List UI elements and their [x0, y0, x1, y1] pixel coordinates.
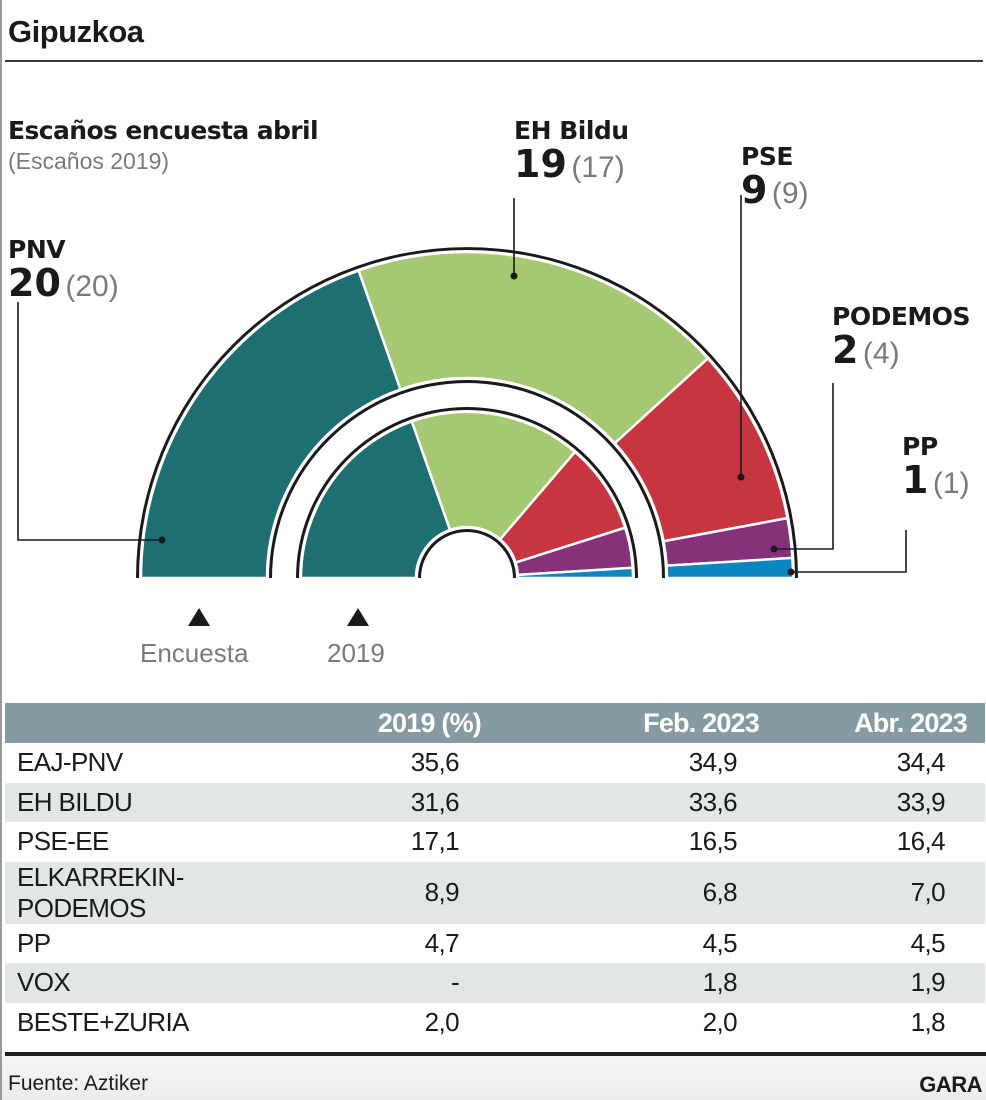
table-cell-party: BESTE+ZURIA	[17, 1006, 189, 1037]
party-seats-2019: (20)	[65, 270, 119, 303]
table-cell-value: 2,0	[702, 1006, 738, 1037]
table-row: ELKARREKIN-PODEMOS 8,9 6,8 7,0	[5, 861, 985, 924]
seat-segment-eh-bildu	[410, 410, 577, 542]
table-cell-value: 16,5	[688, 826, 738, 857]
leader-dot-eh-bildu	[510, 272, 518, 280]
table-header	[5, 703, 301, 743]
table-row: VOX -1,8 1,9	[5, 963, 985, 1003]
ring-label-2019: 2019	[327, 638, 385, 668]
party-seats: 19	[514, 142, 567, 186]
seat-segment-pp	[665, 556, 795, 580]
leader-line-pp	[791, 530, 907, 573]
ring-encuesta	[136, 247, 798, 580]
table-cell-party: PSE-EE	[17, 826, 109, 857]
party-seats: 9	[741, 168, 768, 212]
party-seats-2019: (4)	[862, 337, 900, 370]
table-cell-value: -	[301, 963, 499, 1003]
table-cell-party: VOX	[5, 963, 301, 1003]
frame-border	[0, 0, 2, 1100]
party-label-podemos: PODEMOS 2 (4)	[832, 302, 971, 372]
title-divider	[5, 60, 983, 62]
table-cell-value: 17,1	[410, 826, 460, 857]
source-credit: Fuente: Aztiker	[8, 1072, 149, 1095]
leader-dot-pnv	[158, 536, 166, 544]
seat-segment-eh-bildu	[357, 250, 710, 446]
party-seats-2019: (17)	[571, 151, 625, 184]
leader-line-pnv	[17, 302, 162, 541]
chart-subtitle: (Escaños 2019)	[8, 148, 170, 174]
table-cell-value: 4,5	[910, 927, 946, 958]
triangle-marker-icon	[347, 608, 369, 626]
seat-segment-pnv	[299, 419, 452, 580]
table-cell-value: 1,9	[777, 963, 985, 1003]
table-cell-value: 33,6	[499, 782, 777, 822]
table-cell-party: EH BILDU	[5, 782, 301, 822]
table-header: 2019 (%)	[301, 703, 499, 743]
party-name: PP	[902, 432, 938, 461]
page-title: Gipuzkoa	[8, 14, 144, 49]
party-seats: 1	[902, 458, 929, 502]
leader-dot-podemos	[770, 545, 778, 553]
leader-line-podemos	[774, 383, 834, 550]
poll-table: 2019 (%) Feb. 2023 Abr. 2023 EAJ-PNV 35,6…	[5, 703, 985, 1042]
party-seats: 2	[832, 328, 859, 372]
footer	[2, 1056, 986, 1100]
party-name: EH Bildu	[514, 116, 629, 145]
ring-label-encuesta: Encuesta	[140, 638, 249, 668]
table-cell-value: 8,9	[301, 861, 499, 924]
party-label-pnv: PNV 20 (20)	[8, 236, 119, 304]
table-header: Abr. 2023	[777, 703, 985, 743]
table-row: BESTE+ZURIA 2,0 2,0 1,8	[5, 1003, 985, 1043]
chart-title: Escaños encuesta abril	[8, 116, 319, 145]
table-row: PP 4,7 4,5 4,5	[5, 924, 985, 964]
party-seats-2019: (9)	[771, 177, 809, 210]
party-name: PSE	[741, 142, 793, 171]
table-cell-value: 35,6	[410, 747, 460, 778]
triangle-marker-icon	[188, 608, 210, 626]
table-cell-value: 1,8	[499, 963, 777, 1003]
table-header: Feb. 2023	[499, 703, 777, 743]
party-name: PODEMOS	[832, 302, 971, 331]
ring-2019	[296, 407, 638, 580]
leader-lines	[17, 195, 907, 576]
seat-segment-pnv	[139, 268, 403, 580]
table-row: EH BILDU 31,6 33,6 33,9	[5, 782, 985, 822]
party-name: PNV	[8, 235, 66, 264]
table-row: EAJ-PNV 35,6 34,9 34,4	[5, 743, 985, 783]
party-seats-2019: (1)	[932, 467, 970, 500]
table-cell-value: 4,5	[702, 927, 738, 958]
leader-dot-pse	[737, 473, 745, 481]
leader-dot-pp	[787, 568, 795, 576]
table-cell-value: 1,8	[910, 1006, 946, 1037]
table-cell-party: ELKARREKIN-PODEMOS	[5, 861, 301, 924]
table-cell-value: 34,9	[688, 747, 738, 778]
table-cell-value: 31,6	[301, 782, 499, 822]
party-label-pp: PP 1 (1)	[902, 433, 970, 501]
table-cell-party: EAJ-PNV	[17, 747, 123, 778]
seat-segment-pp	[516, 566, 635, 580]
table-row: PSE-EE 17,1 16,5 16,4	[5, 822, 985, 862]
table-cell-value: 6,8	[499, 861, 777, 924]
hemicycle-chart	[17, 195, 907, 580]
table-cell-value: 16,4	[896, 826, 946, 857]
party-label-pse: PSE 9 (9)	[741, 143, 809, 211]
party-label-eh-bildu: EH Bildu 19 (17)	[514, 117, 629, 185]
table-cell-value: 33,9	[777, 782, 985, 822]
table-cell-value: 34,4	[896, 747, 946, 778]
brand-logo: GARA	[919, 1072, 982, 1097]
table-cell-value: 2,0	[424, 1006, 460, 1037]
footer-divider	[5, 1052, 986, 1056]
table-header-row: 2019 (%) Feb. 2023 Abr. 2023	[5, 703, 985, 743]
party-seats: 20	[8, 261, 61, 305]
table-cell-value: 7,0	[777, 861, 985, 924]
table-cell-party: PP	[17, 927, 51, 958]
table-cell-value: 4,7	[424, 927, 460, 958]
